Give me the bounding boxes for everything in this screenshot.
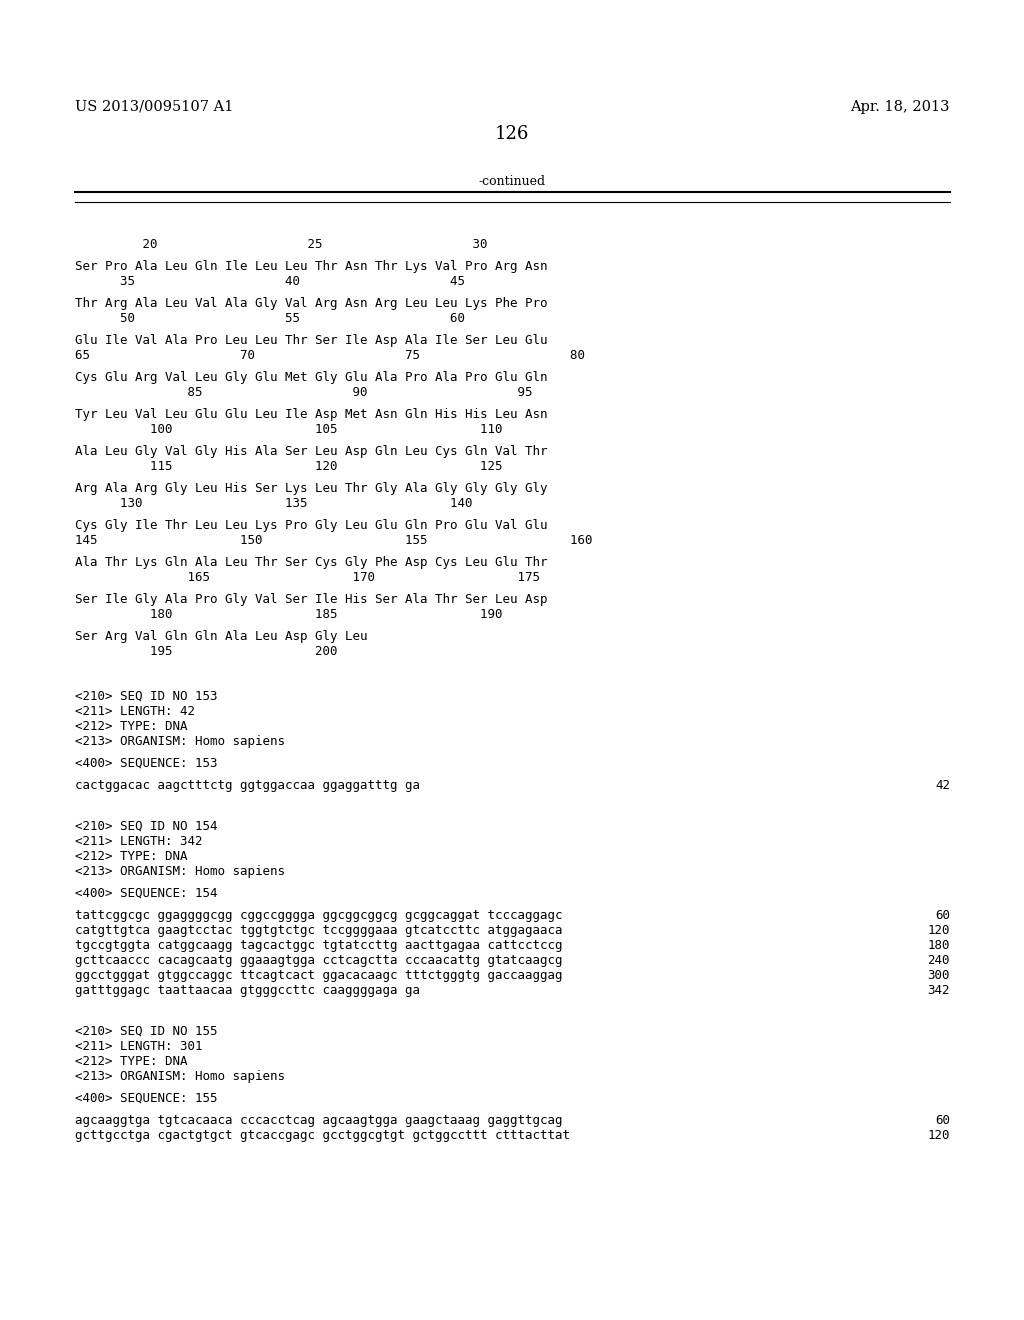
Text: 42: 42 [935, 779, 950, 792]
Text: 342: 342 [928, 983, 950, 997]
Text: <210> SEQ ID NO 153: <210> SEQ ID NO 153 [75, 690, 217, 704]
Text: Tyr Leu Val Leu Glu Glu Leu Ile Asp Met Asn Gln His His Leu Asn: Tyr Leu Val Leu Glu Glu Leu Ile Asp Met … [75, 408, 548, 421]
Text: <212> TYPE: DNA: <212> TYPE: DNA [75, 850, 187, 863]
Text: US 2013/0095107 A1: US 2013/0095107 A1 [75, 100, 233, 114]
Text: agcaaggtga tgtcacaaca cccacctcag agcaagtgga gaagctaaag gaggttgcag: agcaaggtga tgtcacaaca cccacctcag agcaagt… [75, 1114, 562, 1127]
Text: <210> SEQ ID NO 155: <210> SEQ ID NO 155 [75, 1026, 217, 1038]
Text: -continued: -continued [478, 176, 546, 187]
Text: 126: 126 [495, 125, 529, 143]
Text: <210> SEQ ID NO 154: <210> SEQ ID NO 154 [75, 820, 217, 833]
Text: gatttggagc taattaacaa gtgggccttc caaggggaga ga: gatttggagc taattaacaa gtgggccttc caagggg… [75, 983, 420, 997]
Text: catgttgtca gaagtcctac tggtgtctgc tccggggaaa gtcatccttc atggagaaca: catgttgtca gaagtcctac tggtgtctgc tccgggg… [75, 924, 562, 937]
Text: Ser Ile Gly Ala Pro Gly Val Ser Ile His Ser Ala Thr Ser Leu Asp: Ser Ile Gly Ala Pro Gly Val Ser Ile His … [75, 593, 548, 606]
Text: Cys Gly Ile Thr Leu Leu Lys Pro Gly Leu Glu Gln Pro Glu Val Glu: Cys Gly Ile Thr Leu Leu Lys Pro Gly Leu … [75, 519, 548, 532]
Text: 65                    70                    75                    80: 65 70 75 80 [75, 348, 585, 362]
Text: Ser Pro Ala Leu Gln Ile Leu Leu Thr Asn Thr Lys Val Pro Arg Asn: Ser Pro Ala Leu Gln Ile Leu Leu Thr Asn … [75, 260, 548, 273]
Text: <400> SEQUENCE: 154: <400> SEQUENCE: 154 [75, 887, 217, 900]
Text: Arg Ala Arg Gly Leu His Ser Lys Leu Thr Gly Ala Gly Gly Gly Gly: Arg Ala Arg Gly Leu His Ser Lys Leu Thr … [75, 482, 548, 495]
Text: 300: 300 [928, 969, 950, 982]
Text: gcttcaaccc cacagcaatg ggaaagtgga cctcagctta cccaacattg gtatcaagcg: gcttcaaccc cacagcaatg ggaaagtgga cctcagc… [75, 954, 562, 968]
Text: Thr Arg Ala Leu Val Ala Gly Val Arg Asn Arg Leu Leu Lys Phe Pro: Thr Arg Ala Leu Val Ala Gly Val Arg Asn … [75, 297, 548, 310]
Text: 120: 120 [928, 1129, 950, 1142]
Text: 165                   170                   175: 165 170 175 [75, 572, 540, 583]
Text: <211> LENGTH: 342: <211> LENGTH: 342 [75, 836, 203, 847]
Text: Ala Leu Gly Val Gly His Ala Ser Leu Asp Gln Leu Cys Gln Val Thr: Ala Leu Gly Val Gly His Ala Ser Leu Asp … [75, 445, 548, 458]
Text: tgccgtggta catggcaagg tagcactggc tgtatccttg aacttgagaa cattcctccg: tgccgtggta catggcaagg tagcactggc tgtatcc… [75, 939, 562, 952]
Text: tattcggcgc ggaggggcgg cggccgggga ggcggcggcg gcggcaggat tcccaggagc: tattcggcgc ggaggggcgg cggccgggga ggcggcg… [75, 909, 562, 921]
Text: 60: 60 [935, 909, 950, 921]
Text: 100                   105                   110: 100 105 110 [75, 422, 503, 436]
Text: Cys Glu Arg Val Leu Gly Glu Met Gly Glu Ala Pro Ala Pro Glu Gln: Cys Glu Arg Val Leu Gly Glu Met Gly Glu … [75, 371, 548, 384]
Text: cactggacac aagctttctg ggtggaccaa ggaggatttg ga: cactggacac aagctttctg ggtggaccaa ggaggat… [75, 779, 420, 792]
Text: <212> TYPE: DNA: <212> TYPE: DNA [75, 719, 187, 733]
Text: 240: 240 [928, 954, 950, 968]
Text: 20                    25                    30: 20 25 30 [75, 238, 487, 251]
Text: 180                   185                   190: 180 185 190 [75, 609, 503, 620]
Text: Ser Arg Val Gln Gln Ala Leu Asp Gly Leu: Ser Arg Val Gln Gln Ala Leu Asp Gly Leu [75, 630, 368, 643]
Text: <213> ORGANISM: Homo sapiens: <213> ORGANISM: Homo sapiens [75, 735, 285, 748]
Text: ggcctgggat gtggccaggc ttcagtcact ggacacaagc tttctgggtg gaccaaggag: ggcctgggat gtggccaggc ttcagtcact ggacaca… [75, 969, 562, 982]
Text: 180: 180 [928, 939, 950, 952]
Text: 35                    40                    45: 35 40 45 [75, 275, 465, 288]
Text: <213> ORGANISM: Homo sapiens: <213> ORGANISM: Homo sapiens [75, 1071, 285, 1082]
Text: <400> SEQUENCE: 153: <400> SEQUENCE: 153 [75, 756, 217, 770]
Text: Apr. 18, 2013: Apr. 18, 2013 [851, 100, 950, 114]
Text: Glu Ile Val Ala Pro Leu Leu Thr Ser Ile Asp Ala Ile Ser Leu Glu: Glu Ile Val Ala Pro Leu Leu Thr Ser Ile … [75, 334, 548, 347]
Text: 130                   135                   140: 130 135 140 [75, 498, 472, 510]
Text: 195                   200: 195 200 [75, 645, 338, 657]
Text: <211> LENGTH: 301: <211> LENGTH: 301 [75, 1040, 203, 1053]
Text: 145                   150                   155                   160: 145 150 155 160 [75, 535, 593, 546]
Text: <212> TYPE: DNA: <212> TYPE: DNA [75, 1055, 187, 1068]
Text: <211> LENGTH: 42: <211> LENGTH: 42 [75, 705, 195, 718]
Text: 50                    55                    60: 50 55 60 [75, 312, 465, 325]
Text: Ala Thr Lys Gln Ala Leu Thr Ser Cys Gly Phe Asp Cys Leu Glu Thr: Ala Thr Lys Gln Ala Leu Thr Ser Cys Gly … [75, 556, 548, 569]
Text: <213> ORGANISM: Homo sapiens: <213> ORGANISM: Homo sapiens [75, 865, 285, 878]
Text: 115                   120                   125: 115 120 125 [75, 459, 503, 473]
Text: 85                    90                    95: 85 90 95 [75, 385, 532, 399]
Text: <400> SEQUENCE: 155: <400> SEQUENCE: 155 [75, 1092, 217, 1105]
Text: 60: 60 [935, 1114, 950, 1127]
Text: gcttgcctga cgactgtgct gtcaccgagc gcctggcgtgt gctggccttt ctttacttat: gcttgcctga cgactgtgct gtcaccgagc gcctggc… [75, 1129, 570, 1142]
Text: 120: 120 [928, 924, 950, 937]
